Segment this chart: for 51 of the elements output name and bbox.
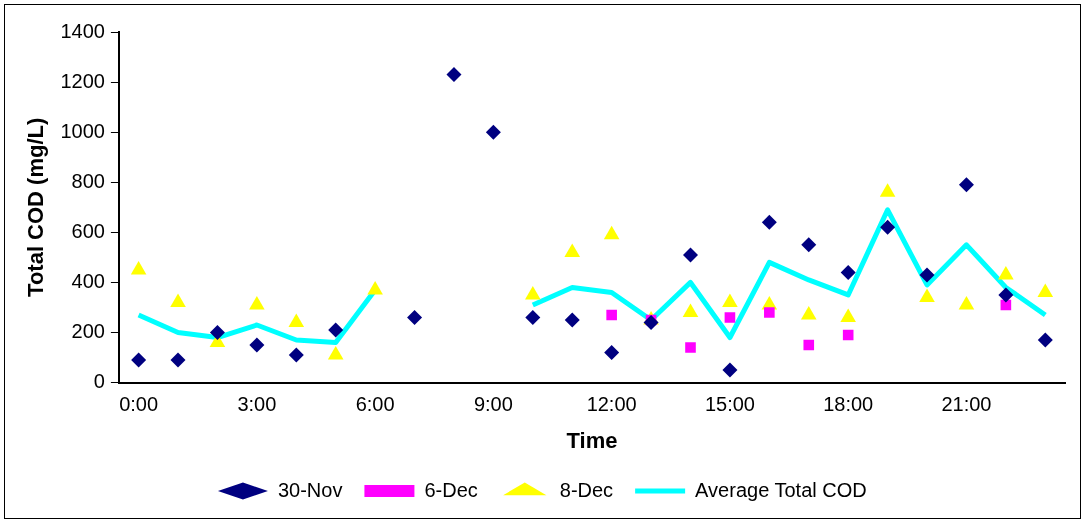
x-tick-label: 6:00 [355, 393, 395, 416]
point [722, 362, 738, 378]
point [761, 214, 777, 230]
y-tick-label: 400 [71, 269, 105, 292]
x-tick-label: 15:00 [704, 393, 755, 416]
x-tick-label: 3:00 [237, 393, 277, 416]
y-tick-label: 1000 [60, 119, 105, 142]
point [170, 352, 186, 368]
x-tick-label: 0:00 [119, 393, 159, 416]
point [801, 237, 817, 253]
point [880, 219, 896, 235]
legend-label: 8-Dec [559, 478, 614, 501]
x-tick-label: 21:00 [941, 393, 992, 416]
y-tick-label: 1200 [60, 69, 105, 92]
point [288, 347, 304, 363]
point [564, 312, 580, 328]
x-axis-title: Time [566, 427, 618, 453]
point [407, 309, 423, 325]
point [209, 325, 225, 341]
y-tick-label: 0 [93, 370, 105, 393]
point [683, 247, 698, 263]
legend-label: 30-Nov [277, 478, 343, 501]
x-tick-label: 9:00 [473, 393, 513, 416]
point [919, 267, 935, 283]
y-tick-label: 1400 [60, 19, 105, 42]
point [525, 309, 541, 325]
y-tick-label: 800 [71, 169, 105, 192]
point [803, 339, 815, 351]
point [131, 352, 147, 368]
point [1037, 332, 1053, 348]
point [446, 67, 462, 83]
point [328, 322, 344, 338]
point [685, 342, 696, 353]
point [840, 264, 856, 280]
x-tick-label: 12:00 [586, 393, 637, 416]
point [606, 309, 617, 321]
point [327, 346, 344, 360]
point [724, 312, 736, 323]
point [249, 337, 265, 353]
legend-label: Average Total COD [695, 478, 867, 501]
x-tick-label: 18:00 [823, 393, 874, 416]
point [998, 287, 1014, 303]
y-axis-title: Total COD (mg/L) [23, 117, 49, 297]
point [643, 315, 659, 330]
point [604, 345, 620, 361]
point [958, 177, 974, 193]
legend-label: 6-Dec [424, 478, 478, 501]
point [764, 307, 775, 318]
y-tick-label: 600 [71, 219, 105, 242]
y-tick-label: 200 [71, 320, 105, 343]
point [485, 124, 501, 140]
